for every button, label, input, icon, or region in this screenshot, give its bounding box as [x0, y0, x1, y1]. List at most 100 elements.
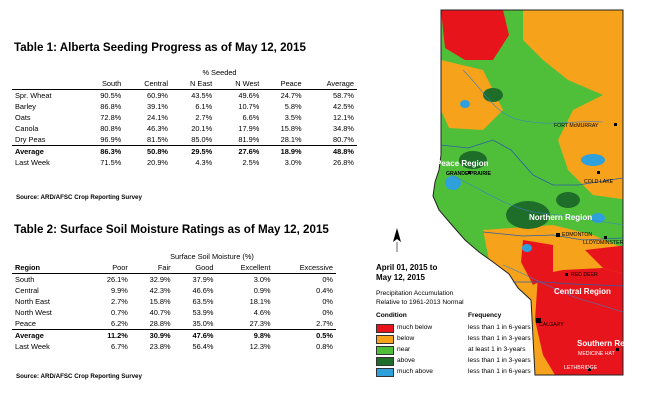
table2-col-header: Excessive: [299, 263, 333, 272]
legend-swatch: [376, 357, 394, 366]
row-label: Dry Peas: [15, 135, 46, 144]
north-arrow-icon: [393, 228, 401, 252]
table-cell: 26.1%: [106, 275, 128, 284]
cold-lake-marker: [597, 171, 600, 174]
table-row: South 26.1% 32.9% 37.9% 3.0% 0%: [12, 274, 336, 286]
legend-swatch: [376, 335, 394, 344]
table-cell: 0%: [322, 297, 333, 306]
table-row: Average 86.3% 50.8% 29.5% 27.6% 18.9% 48.8%: [12, 145, 357, 158]
table-cell: 32.9%: [149, 275, 171, 284]
table-cell: 12.3%: [249, 342, 271, 351]
table-cell: 86.3%: [100, 147, 122, 156]
legend-date-line1: April 01, 2015 to: [376, 263, 438, 272]
legend-condition: much above: [397, 368, 433, 375]
table-cell: 0.8%: [316, 342, 333, 351]
table-cell: 81.9%: [238, 135, 260, 144]
legend-condition-header: Condition: [376, 312, 407, 319]
label-edmonton: EDMONTON: [562, 232, 592, 238]
table-row: North West 0.7% 40.7% 53.9% 4.6% 0%: [12, 307, 336, 318]
table-row: Canola 80.8% 46.3% 20.1% 17.9% 15.8% 34.8%: [12, 123, 357, 134]
table-cell: 42.3%: [149, 286, 171, 295]
table-cell: 39.1%: [147, 102, 169, 111]
row-label: Oats: [15, 113, 31, 122]
table-cell: 5.8%: [284, 102, 302, 111]
row-label: Average: [15, 331, 44, 340]
table-cell: 28.8%: [149, 319, 171, 328]
table-cell: 0%: [322, 308, 333, 317]
legend-condition: much below: [397, 324, 433, 331]
table-cell: 6.6%: [242, 113, 260, 122]
legend-frequency: less than 1 in 3-years: [468, 335, 531, 342]
table-cell: 6.1%: [195, 102, 213, 111]
table1-body: Spr. Wheat 90.5% 60.9% 43.5% 49.6% 24.7% 58.7%…: [12, 90, 357, 169]
table-cell: 81.5%: [147, 135, 169, 144]
label-lethbridge: LETHBRIDGE: [564, 365, 598, 371]
row-label: North West: [15, 308, 52, 317]
lethbridge-marker: [588, 368, 591, 371]
label-peace-region: Peace Region: [436, 159, 489, 168]
row-label: Last Week: [15, 342, 50, 351]
table-cell: 18.9%: [280, 147, 302, 156]
table-cell: 0.5%: [316, 331, 333, 340]
red-deer-marker: [565, 273, 568, 276]
medicine-hat-marker: [616, 348, 619, 351]
row-label: Canola: [15, 124, 39, 133]
legend-frequency: less than 1 in 6-years: [468, 368, 531, 375]
legend-condition: above: [397, 357, 415, 364]
table-cell: 4.3%: [195, 158, 213, 167]
soil-moisture-table: Surface Soil Moisture (%) Region Poor Fa…: [12, 251, 336, 352]
table-cell: 30.9%: [149, 331, 171, 340]
legend-frequency-header: Frequency: [468, 312, 502, 319]
legend-date-line2: May 12, 2015: [376, 273, 425, 282]
central-boundary: [482, 231, 624, 241]
seeding-progress-table: % Seeded South Central N East N West Pea…: [12, 67, 357, 168]
table-cell: 80.7%: [333, 135, 354, 144]
table-row: Spr. Wheat 90.5% 60.9% 43.5% 49.6% 24.7% 58.7%: [12, 90, 357, 102]
row-label: Average: [15, 147, 44, 156]
label-lloydminster: LLOYDMINSTER: [583, 240, 624, 246]
table-row: Last Week 71.5% 20.9% 4.3% 2.5% 3.0% 26.8%: [12, 157, 357, 168]
table-cell: 24.7%: [280, 91, 302, 100]
table-cell: 80.8%: [100, 124, 122, 133]
table-cell: 0%: [322, 275, 333, 284]
table-cell: 2.5%: [242, 158, 260, 167]
table-cell: 0.9%: [253, 286, 271, 295]
table-row: North East 2.7% 15.8% 63.5% 18.1% 0%: [12, 296, 336, 307]
table-cell: 40.7%: [149, 308, 171, 317]
table-cell: 12.1%: [333, 113, 354, 122]
table-row: Oats 72.8% 24.1% 2.7% 6.6% 3.5% 12.1%: [12, 112, 357, 123]
table-cell: 50.8%: [147, 147, 169, 156]
table-cell: 47.6%: [192, 331, 214, 340]
southern-boundary: [513, 281, 624, 287]
table2-col-header: Fair: [157, 263, 171, 272]
grande-prairie-marker: [468, 171, 471, 174]
table-cell: 46.6%: [192, 286, 214, 295]
table2-col-header: Good: [195, 263, 214, 272]
legend-rows: much below less than 1 in 6-years below les…: [376, 323, 546, 383]
table-cell: 9.8%: [253, 331, 271, 340]
row-label: Spr. Wheat: [15, 91, 52, 100]
table1-col-header: N West: [235, 79, 260, 88]
row-label: Central: [15, 286, 39, 295]
label-medicine-hat: MEDICINE HAT: [578, 351, 616, 357]
table-cell: 29.5%: [191, 147, 213, 156]
legend-frequency: less than 1 in 6-years: [468, 324, 531, 331]
label-grande-prairie: GRANDE PRAIRIE: [446, 171, 492, 177]
label-central-region: Central Region: [554, 287, 611, 296]
table-cell: 6.7%: [110, 342, 128, 351]
legend-subtitle-line1: Precipitation Accumulation: [376, 290, 454, 297]
table-cell: 2.7%: [110, 297, 128, 306]
table1-group-header: % Seeded: [202, 68, 237, 77]
table2-region-header: Region: [15, 263, 41, 272]
table-cell: 11.2%: [107, 331, 128, 340]
table-cell: 15.8%: [149, 297, 171, 306]
table-cell: 6.2%: [110, 319, 128, 328]
label-fort-mcmurray: FORT McMURRAY: [554, 123, 599, 129]
table-cell: 34.8%: [333, 124, 354, 133]
legend-condition: near: [397, 346, 411, 353]
table-cell: 20.9%: [147, 158, 169, 167]
calgary-marker: [536, 318, 541, 323]
table2-group-header: Surface Soil Moisture (%): [170, 252, 254, 261]
table-cell: 37.9%: [192, 275, 214, 284]
edmonton-marker: [556, 233, 560, 237]
